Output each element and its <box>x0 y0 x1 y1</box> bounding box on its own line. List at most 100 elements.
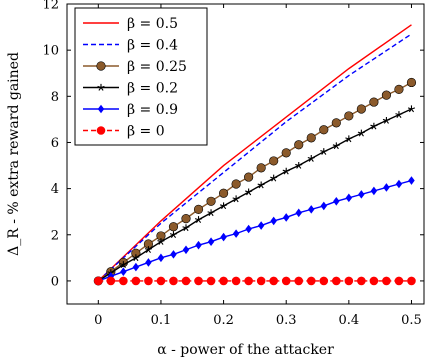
data-point <box>406 77 417 88</box>
data-point <box>157 238 165 245</box>
data-point <box>344 276 354 286</box>
data-point <box>358 190 365 199</box>
data-point <box>357 129 365 137</box>
data-point <box>369 276 379 286</box>
series-4 <box>94 105 416 285</box>
data-point <box>219 202 228 210</box>
data-point <box>97 83 105 91</box>
data-point <box>132 254 140 262</box>
data-point <box>281 148 291 158</box>
data-point <box>245 188 253 196</box>
series-6 <box>94 276 416 286</box>
data-point <box>382 116 391 124</box>
data-point <box>383 183 390 192</box>
data-point <box>107 272 115 281</box>
data-point <box>131 276 141 286</box>
data-point <box>220 232 227 242</box>
y-axis-title: Δ_R - % extra reward gained <box>6 52 22 256</box>
data-point <box>232 195 240 203</box>
data-point <box>294 140 304 150</box>
data-point <box>345 193 353 203</box>
data-point <box>206 276 216 286</box>
y-tick-label: 12 <box>42 0 59 13</box>
data-point <box>245 224 252 234</box>
x-tick-label: 0.1 <box>151 313 172 328</box>
data-point <box>407 105 416 113</box>
data-point <box>306 276 316 286</box>
data-point <box>244 276 253 286</box>
data-point <box>320 201 328 211</box>
data-point <box>157 253 165 263</box>
x-tick-label: 0.3 <box>276 313 297 328</box>
legend: β = 0.5 β = 0.4 β = 0.25 β = 0.2 β = 0.9 β = … <box>74 7 208 146</box>
y-tick-label: 10 <box>42 44 59 59</box>
data-point <box>307 155 315 162</box>
ticks-layer: 0 0.1 0.2 0.3 0.4 0.5 0 2 4 6 8 10 12 <box>42 0 424 328</box>
data-point <box>132 262 140 272</box>
data-point <box>256 276 266 286</box>
data-point <box>356 104 366 114</box>
data-point <box>145 258 152 267</box>
data-point <box>408 176 415 185</box>
y-tick-label: 4 <box>51 182 59 197</box>
data-point <box>231 179 241 189</box>
x-tick-label: 0.2 <box>213 313 234 328</box>
data-point <box>94 276 103 286</box>
x-tick-label: 0 <box>94 313 102 328</box>
data-point <box>294 276 304 286</box>
data-point <box>295 208 302 218</box>
data-point <box>232 229 240 238</box>
series-layer <box>93 24 417 286</box>
data-point <box>257 181 265 189</box>
data-point <box>257 221 265 230</box>
data-point <box>308 205 315 214</box>
legend-label: β = 0 <box>127 124 165 140</box>
series-line <box>97 108 412 282</box>
data-point <box>96 126 106 135</box>
data-point <box>169 231 178 239</box>
data-point <box>395 111 403 119</box>
data-point <box>407 276 416 286</box>
data-point <box>332 142 340 150</box>
series-1 <box>97 24 412 282</box>
data-point <box>369 97 379 107</box>
data-point <box>394 276 404 286</box>
y-tick-label: 8 <box>51 90 59 105</box>
data-point <box>319 276 329 286</box>
y-tick-label: 6 <box>51 136 59 151</box>
data-point <box>169 276 178 286</box>
data-point <box>96 61 106 71</box>
data-point <box>331 118 341 128</box>
data-point <box>182 224 190 232</box>
data-point <box>256 163 266 173</box>
data-point <box>218 188 229 198</box>
legend-label: β = 0.4 <box>127 38 178 54</box>
y-tick-label: 0 <box>51 274 59 289</box>
data-point <box>319 125 329 135</box>
series-line <box>97 24 412 282</box>
y-tick-label: 2 <box>51 228 59 243</box>
data-point <box>381 90 392 100</box>
data-point <box>168 222 179 232</box>
data-point <box>270 216 277 226</box>
data-point <box>207 237 215 246</box>
data-point <box>181 276 191 286</box>
data-point <box>182 245 190 255</box>
series-5 <box>95 176 415 286</box>
data-point <box>144 276 153 286</box>
data-point <box>344 111 354 121</box>
legend-label: β = 0.25 <box>127 59 187 75</box>
data-point <box>194 216 203 224</box>
data-point <box>231 276 241 286</box>
data-point <box>382 276 391 286</box>
data-point <box>195 240 202 250</box>
legend-label: β = 0.9 <box>127 102 178 118</box>
x-tick-label: 0.5 <box>401 313 422 328</box>
data-point <box>370 122 378 130</box>
data-point <box>320 148 328 155</box>
data-point <box>193 204 204 214</box>
data-point <box>395 179 403 189</box>
series-2 <box>97 33 412 282</box>
data-point <box>281 276 291 286</box>
